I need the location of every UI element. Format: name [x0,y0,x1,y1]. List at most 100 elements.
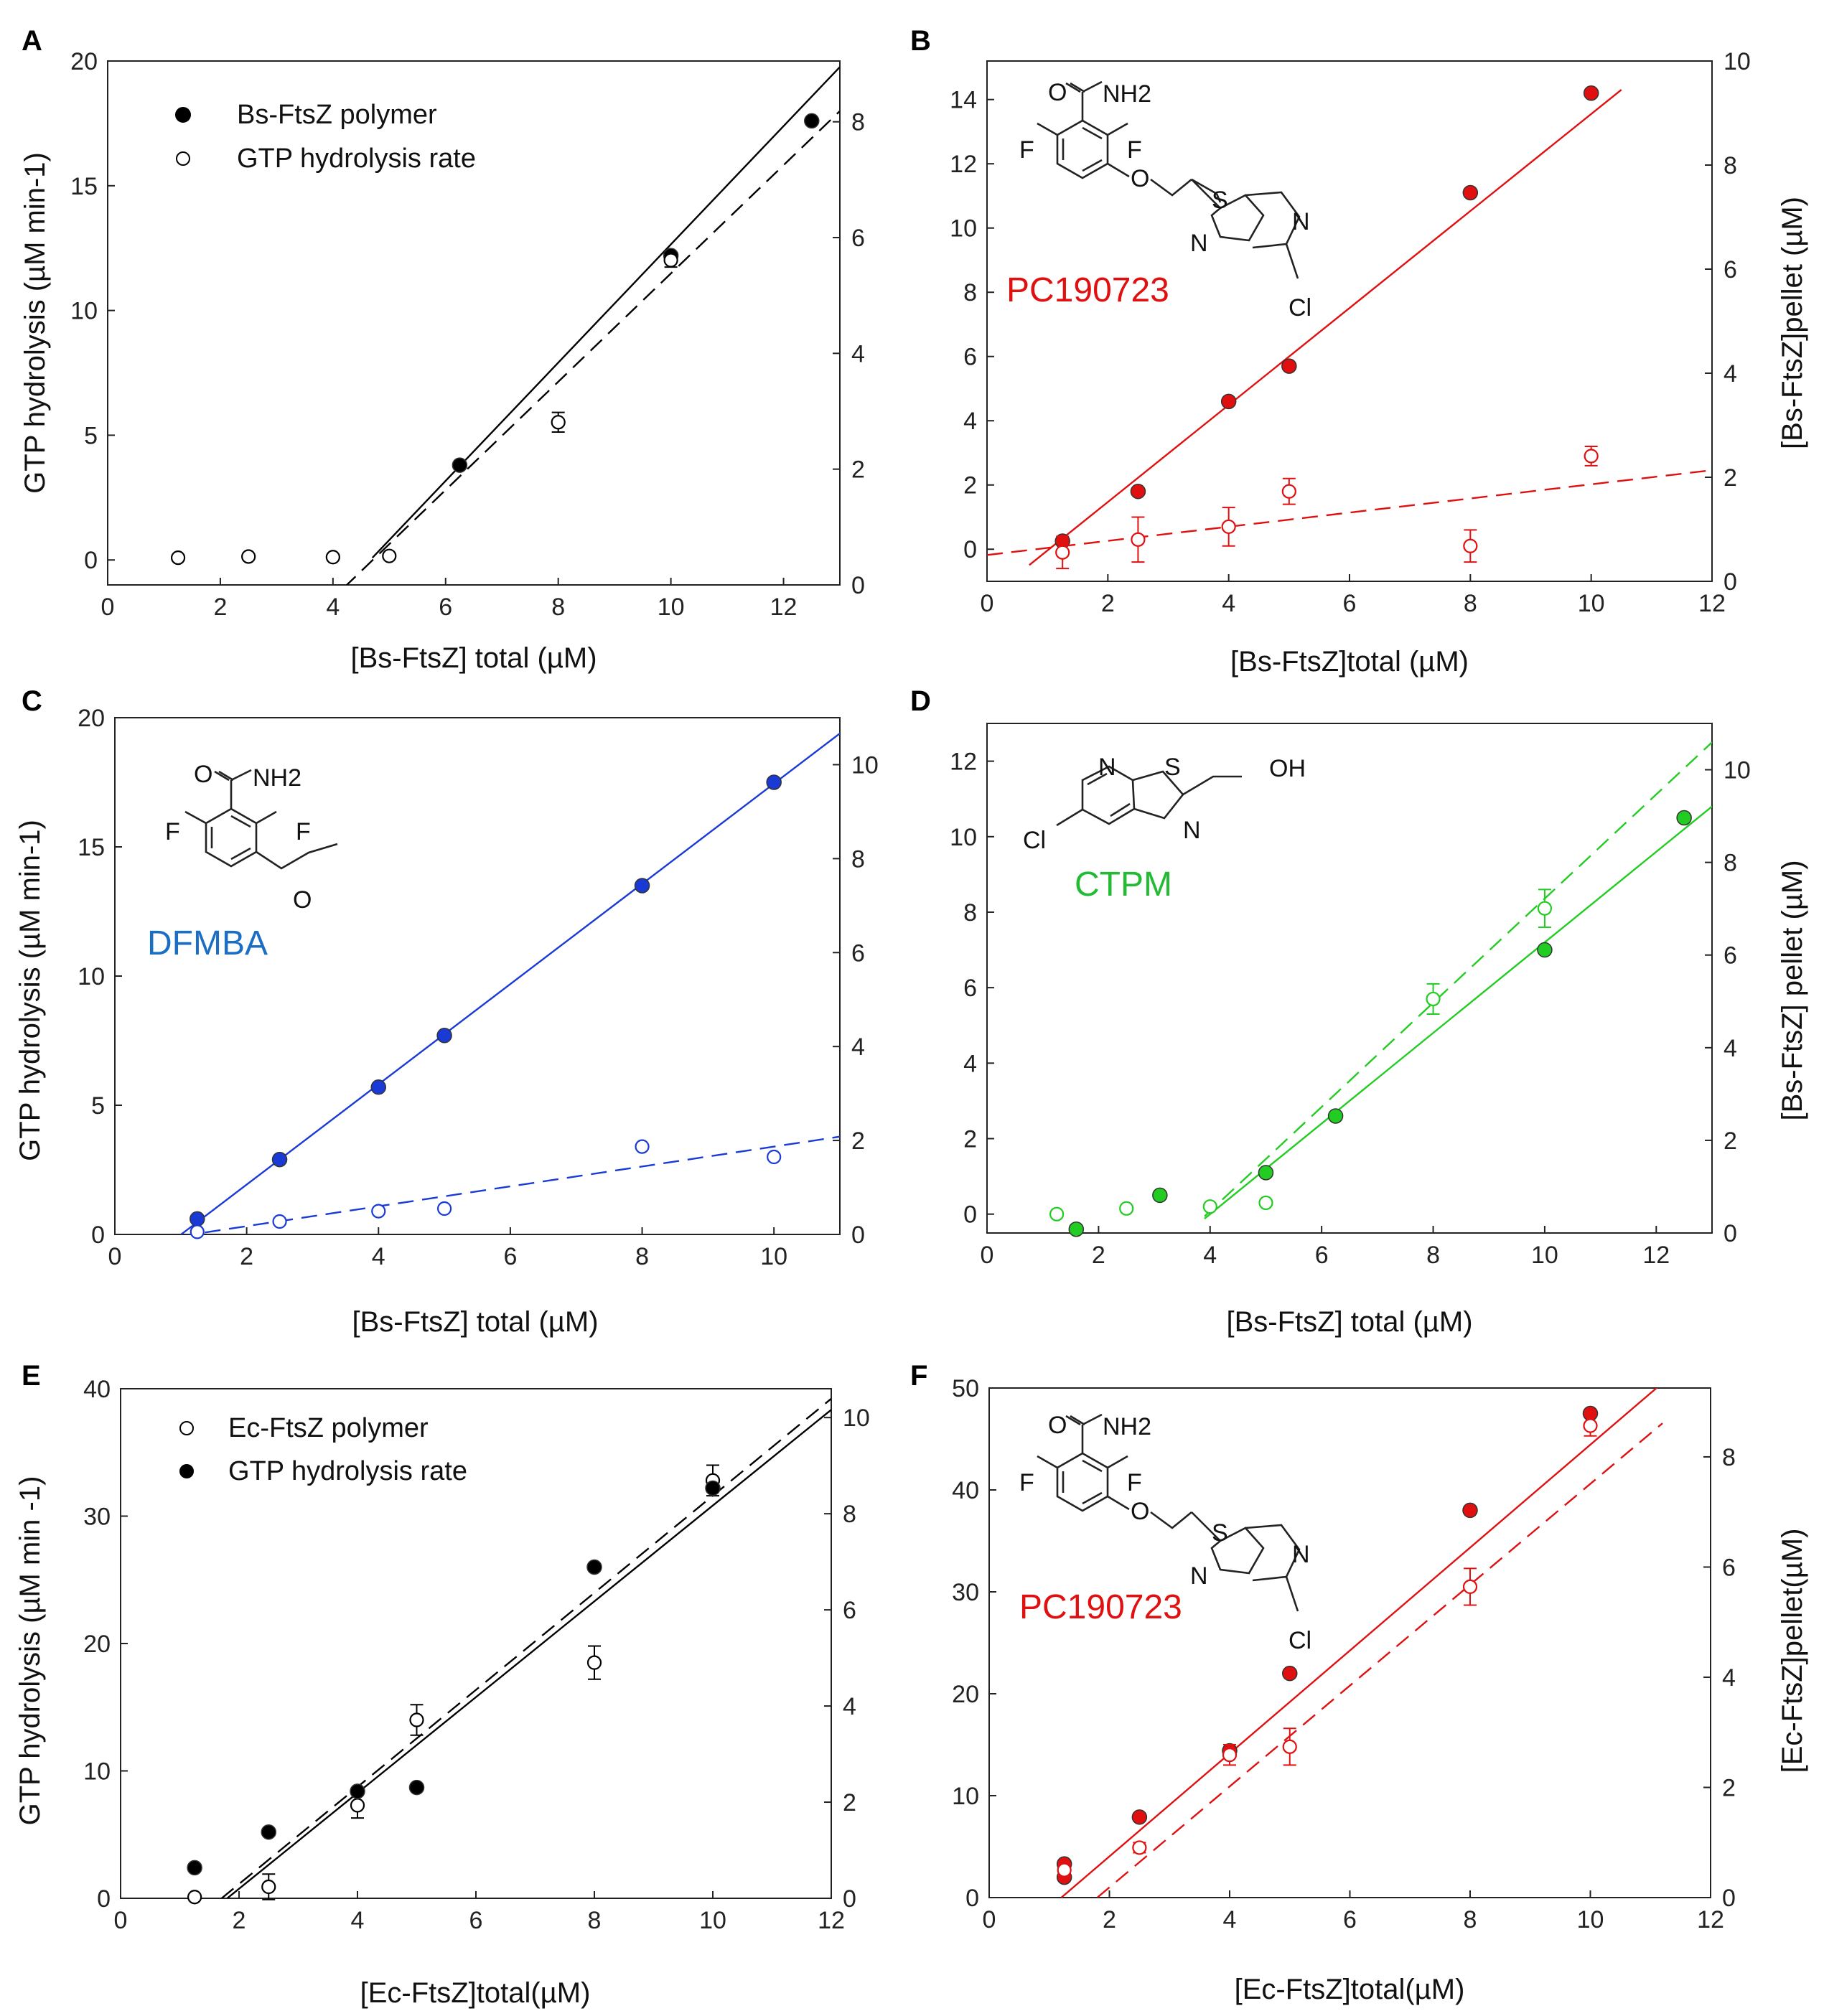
y-axis-title-b: [Bs-FtsZ]pellet (µM) [1777,197,1808,449]
y-right-tick-label-d-4: 8 [1724,850,1737,877]
fit-line-b-0 [1029,89,1622,566]
point-c-0-4 [634,878,650,894]
x-tick-label-a-4: 8 [551,594,565,621]
point-e-0-0 [187,1890,202,1905]
plot-frame-c [114,717,841,1235]
point-d-1-5 [1537,901,1553,916]
compound-label-c: DFMBA [147,924,268,962]
chem-structure-b: O NH2 F F O S N N Cl [1019,79,1311,322]
y-left-tick-label-c-4: 20 [78,705,105,732]
x-tick-label-f-2: 4 [1223,1906,1237,1933]
point-f-1-3 [1282,1739,1297,1754]
x-tick-label-e-0: 0 [114,1907,128,1934]
y-left-tick-label-e-1: 10 [83,1758,111,1786]
y-left-tick-label-a-2: 10 [70,298,98,325]
y-right-tick-label-f-2: 4 [1722,1664,1736,1692]
y-left-tick-label-a-3: 15 [70,173,98,200]
fit-line-a-1 [345,110,840,585]
fit-line-a-0 [371,66,840,558]
point-d-0-3 [1327,1108,1344,1124]
chem-o2-c: O [293,886,312,914]
point-b-0-2 [1220,393,1237,410]
y-left-tick-label-f-1: 10 [952,1783,979,1810]
x-tick-label-b-0: 0 [981,590,994,617]
chem-n2-b: N [1292,208,1310,235]
x-axis-title-f: [Ec-FtsZ]total(µM) [1235,1974,1465,2005]
y-right-tick-label-e-1: 2 [843,1789,856,1816]
x-axis-title-a: [Bs-FtsZ] total (µM) [350,642,597,674]
chem-n2-f: N [1292,1541,1310,1568]
x-tick-label-b-1: 2 [1101,590,1115,617]
y-left-tick-label-e-3: 30 [83,1504,111,1531]
point-d-0-1 [1152,1187,1168,1204]
x-tick-label-f-0: 0 [983,1906,996,1933]
y-axis-title-a: GTP hydrolysis (µM min-1) [19,152,51,494]
point-d-0-0 [1068,1221,1085,1237]
x-axis-title-b: [Bs-FtsZ]total (µM) [1230,646,1469,678]
y-left-tick-label-b-6: 12 [950,151,977,178]
point-e-1-0 [187,1860,202,1876]
y-left-tick-label-f-0: 0 [965,1885,979,1912]
chem-n1-b: N [1190,230,1208,257]
y-left-tick-label-f-2: 20 [952,1681,979,1708]
x-tick-label-b-6: 12 [1698,590,1726,617]
x-tick-label-a-1: 2 [213,594,227,621]
y-right-tick-label-b-3: 6 [1724,256,1737,283]
x-tick-label-f-4: 8 [1464,1906,1477,1933]
point-b-1-4 [1463,538,1478,553]
point-c-1-3 [436,1201,452,1216]
point-f-1-2 [1222,1748,1238,1763]
x-tick-label-d-0: 0 [981,1242,994,1269]
point-c-1-4 [635,1139,650,1154]
fit-line-e-0 [220,1397,831,1898]
point-a-1-3 [382,548,397,563]
point-c-1-1 [272,1214,287,1229]
x-tick-label-f-1: 2 [1103,1906,1116,1933]
y-right-tick-label-d-5: 10 [1724,757,1751,784]
y-right-tick-label-c-1: 2 [851,1127,865,1155]
plot-frame-e [120,1388,832,1899]
chem-cl-d: Cl [1023,827,1046,854]
point-f-1-4 [1462,1579,1478,1594]
y-axis-title-d: [Bs-FtsZ] pellet (µM) [1777,860,1808,1120]
point-f-0-2 [1131,1809,1148,1825]
y-right-tick-label-e-5: 10 [843,1405,870,1432]
chem-structure-f: O NH2 F F O S N N Cl [1019,1412,1311,1654]
y-right-tick-label-c-0: 0 [851,1222,865,1249]
y-left-tick-label-b-4: 8 [963,279,977,306]
x-tick-label-e-3: 6 [469,1907,483,1934]
y-right-tick-label-b-2: 4 [1724,360,1737,388]
y-left-tick-label-d-5: 10 [950,824,977,851]
x-tick-label-c-2: 4 [372,1243,385,1270]
fit-line-f-0 [1060,1388,1658,1898]
chem-nh2-c: NH2 [253,764,301,792]
x-tick-label-b-3: 6 [1343,590,1357,617]
y-left-tick-label-d-2: 4 [963,1050,977,1077]
plot-marks-c: 0 2 4 6 8 10 0 5 10 15 20 0 2 4 6 8 10 [78,705,879,1270]
point-b-1-0 [1055,545,1070,560]
y-left-tick-label-d-6: 12 [950,749,977,776]
point-d-1-0 [1049,1206,1065,1222]
fit-line-f-1 [1096,1422,1663,1898]
point-a-1-2 [325,550,340,565]
plot-frame-d [986,723,1713,1234]
chem-s-d: S [1164,754,1181,781]
y-left-tick-label-d-1: 2 [963,1126,977,1153]
x-tick-label-c-1: 2 [240,1243,253,1270]
y-left-tick-label-a-0: 0 [84,547,98,574]
point-c-1-0 [190,1224,205,1239]
point-e-1-5 [705,1480,721,1496]
fit-line-d-0 [1204,805,1712,1219]
chem-o2-b: O [1131,165,1149,192]
y-left-tick-label-b-5: 10 [950,215,977,243]
chem-f1-f: F [1019,1469,1034,1496]
point-c-1-5 [767,1149,782,1165]
legend-label-a-rate: GTP hydrolysis rate [237,144,476,174]
x-tick-label-e-1: 2 [233,1907,246,1934]
x-tick-label-c-5: 10 [760,1243,787,1270]
